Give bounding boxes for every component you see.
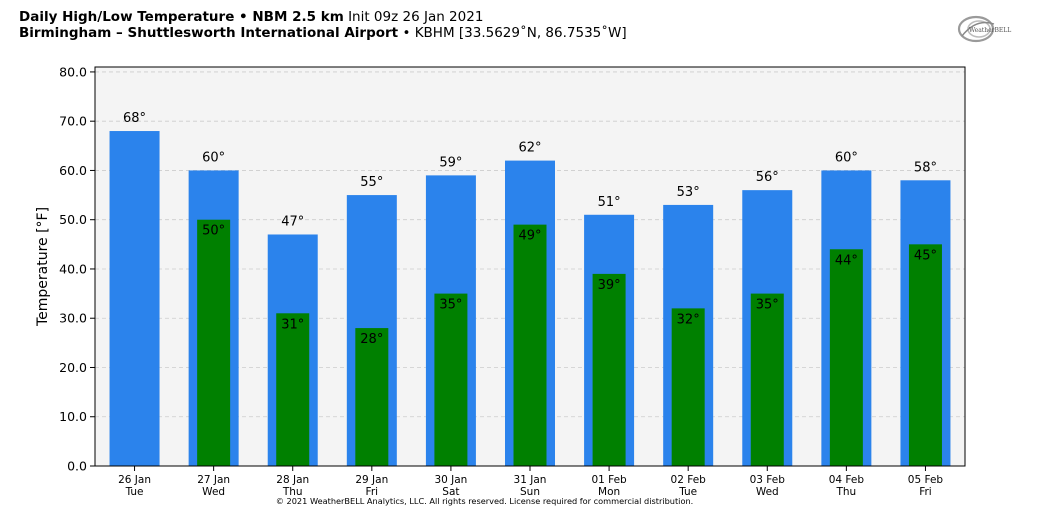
high-temp-label: 55° bbox=[360, 175, 383, 190]
y-tick-label: 40.0 bbox=[59, 261, 87, 276]
high-temp-bar bbox=[109, 131, 160, 466]
high-temp-label: 59° bbox=[439, 155, 462, 170]
low-temp-bar bbox=[592, 273, 626, 466]
high-temp-label: 60° bbox=[202, 150, 225, 165]
low-temp-bar bbox=[197, 219, 231, 466]
y-tick-label: 30.0 bbox=[59, 311, 87, 326]
location-line: Birmingham – Shuttlesworth International… bbox=[19, 25, 627, 41]
chart-header: Daily High/Low Temperature • NBM 2.5 km … bbox=[19, 9, 627, 41]
low-temp-bar bbox=[355, 328, 389, 466]
low-temp-bar bbox=[750, 293, 784, 466]
x-tick-label-day: Sat bbox=[442, 486, 459, 498]
low-temp-label: 35° bbox=[439, 298, 462, 313]
high-temp-label: 51° bbox=[598, 195, 621, 210]
x-tick-label-date: 31 Jan bbox=[514, 474, 547, 486]
high-temp-label: 68° bbox=[123, 111, 146, 126]
y-axis-label: Temperature [°F] bbox=[35, 207, 51, 327]
location-info: • KBHM [33.5629˚N, 86.7535˚W] bbox=[402, 25, 627, 41]
x-tick-label-date: 29 Jan bbox=[355, 474, 388, 486]
x-tick-label-day: Tue bbox=[678, 486, 697, 498]
x-tick-label-day: Thu bbox=[282, 486, 303, 498]
x-tick-label-day: Fri bbox=[366, 486, 379, 498]
x-tick-label-date: 03 Feb bbox=[750, 474, 786, 486]
low-temp-label: 45° bbox=[914, 248, 937, 263]
low-temp-bar bbox=[513, 224, 547, 466]
init-time: Init 09z 26 Jan 2021 bbox=[348, 9, 484, 25]
x-tick-label-day: Mon bbox=[598, 486, 620, 498]
logo-text: WeatherBELL bbox=[969, 27, 1011, 34]
weatherbell-logo-icon: WeatherBELL bbox=[956, 14, 1018, 46]
x-tick-label-date: 02 Feb bbox=[671, 474, 707, 486]
y-tick-label: 80.0 bbox=[59, 64, 87, 79]
low-temp-label: 28° bbox=[360, 332, 383, 347]
low-temp-label: 44° bbox=[835, 253, 858, 268]
high-temp-label: 56° bbox=[756, 170, 779, 185]
x-tick-label-day: Thu bbox=[835, 486, 856, 498]
x-tick-label-day: Sun bbox=[520, 486, 540, 498]
x-tick-label-day: Wed bbox=[756, 486, 779, 498]
low-temp-label: 39° bbox=[598, 278, 621, 293]
y-tick-label: 10.0 bbox=[59, 409, 87, 424]
high-temp-label: 60° bbox=[835, 150, 858, 165]
low-temp-bar bbox=[908, 244, 942, 466]
y-tick-label: 60.0 bbox=[59, 163, 87, 178]
low-temp-label: 50° bbox=[202, 224, 225, 239]
x-tick-label-date: 30 Jan bbox=[434, 474, 467, 486]
y-tick-label: 70.0 bbox=[59, 114, 87, 129]
low-temp-bar bbox=[434, 293, 468, 466]
high-temp-label: 62° bbox=[518, 141, 541, 156]
chart-title: Daily High/Low Temperature • NBM 2.5 km bbox=[19, 9, 344, 25]
high-temp-label: 58° bbox=[914, 160, 937, 175]
low-temp-bar bbox=[276, 313, 310, 466]
x-tick-label-date: 04 Feb bbox=[829, 474, 865, 486]
low-temp-bar bbox=[671, 308, 705, 466]
y-tick-label: 0.0 bbox=[67, 459, 87, 474]
high-temp-label: 53° bbox=[677, 185, 700, 200]
x-tick-label-date: 28 Jan bbox=[276, 474, 309, 486]
x-tick-label-day: Tue bbox=[125, 486, 144, 498]
title-line: Daily High/Low Temperature • NBM 2.5 km … bbox=[19, 9, 627, 25]
copyright-text: © 2021 WeatherBELL Analytics, LLC. All r… bbox=[275, 496, 694, 506]
y-tick-label: 50.0 bbox=[59, 212, 87, 227]
low-temp-label: 31° bbox=[281, 317, 304, 332]
x-tick-label-day: Wed bbox=[202, 486, 225, 498]
high-temp-label: 47° bbox=[281, 214, 304, 229]
y-tick-label: 20.0 bbox=[59, 360, 87, 375]
low-temp-label: 49° bbox=[518, 229, 541, 244]
low-temp-label: 35° bbox=[756, 298, 779, 313]
location-name: Birmingham – Shuttlesworth International… bbox=[19, 25, 399, 41]
x-tick-label-date: 26 Jan bbox=[118, 474, 151, 486]
x-tick-label-date: 27 Jan bbox=[197, 474, 230, 486]
x-tick-label-date: 05 Feb bbox=[908, 474, 944, 486]
low-temp-bar bbox=[829, 249, 863, 466]
plot-frame bbox=[94, 66, 966, 467]
low-temp-label: 32° bbox=[677, 312, 700, 327]
x-tick-label-day: Fri bbox=[919, 486, 932, 498]
x-tick-label-date: 01 Feb bbox=[591, 474, 627, 486]
